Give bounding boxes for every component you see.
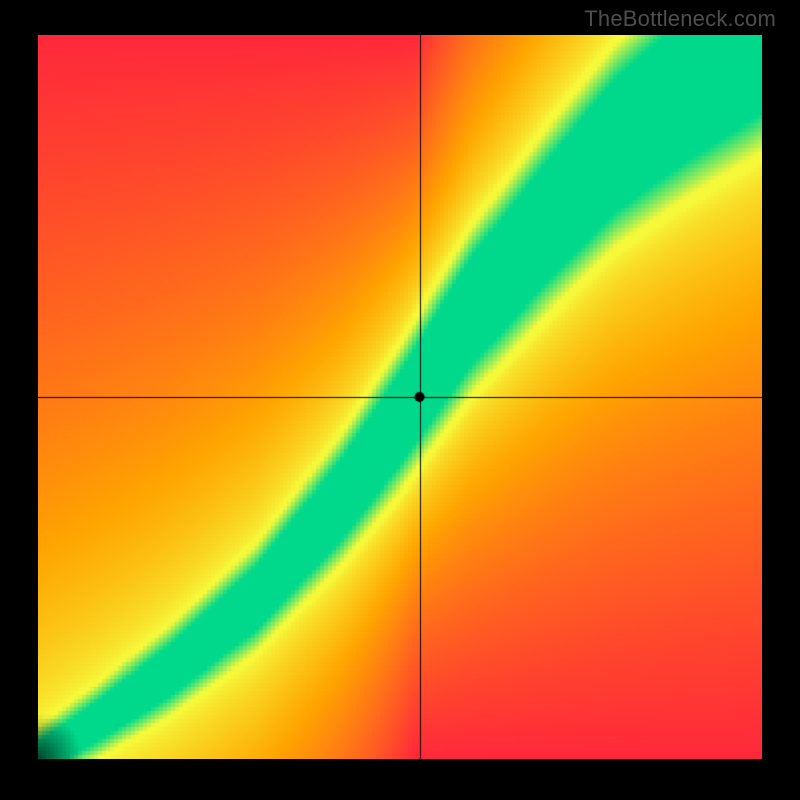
chart-container: TheBottleneck.com (0, 0, 800, 800)
watermark-label: TheBottleneck.com (584, 6, 776, 32)
bottleneck-heatmap (38, 35, 762, 759)
